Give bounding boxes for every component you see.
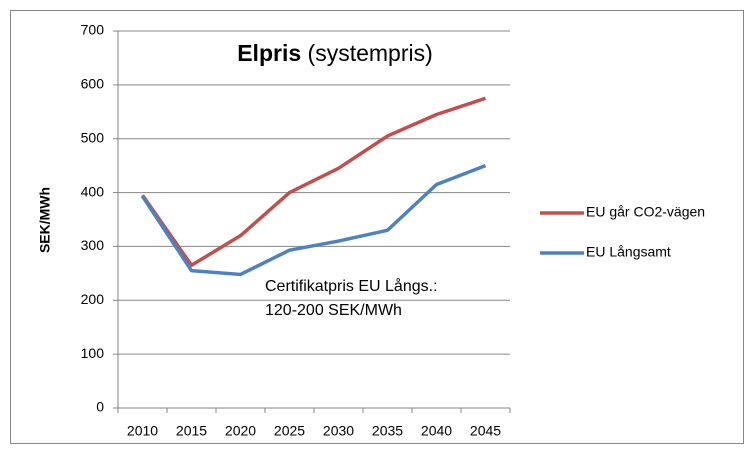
y-tick-label: 100: [81, 345, 105, 361]
x-tick-label: 2040: [421, 423, 452, 439]
series-line: [141, 96, 487, 268]
x-tick-label: 2020: [225, 423, 256, 439]
y-tick-label: 400: [81, 183, 105, 199]
title-rest: (systempris): [308, 40, 433, 66]
legend-label: EU Långsamt: [586, 244, 671, 260]
y-tick-label: 300: [81, 237, 105, 253]
chart-title: Elpris (systempris): [237, 40, 433, 66]
annotation: Certifikatpris EU Långs.:: [265, 277, 438, 295]
y-tick-label: 0: [96, 399, 104, 415]
y-tick-label: 600: [81, 76, 105, 92]
chart-border: [10, 10, 744, 444]
annotation: 120-200 SEK/MWh: [265, 302, 402, 319]
legend-label: EU går CO2-vägen: [586, 204, 705, 220]
x-tick-label: 2010: [127, 423, 158, 439]
y-tick-label: 700: [81, 22, 105, 38]
title-bold: Elpris: [237, 40, 301, 66]
x-tick-label: 2035: [372, 423, 403, 439]
x-tick-label: 2015: [176, 423, 207, 439]
x-tick-label: 2025: [274, 423, 305, 439]
y-tick-label: 500: [81, 129, 105, 145]
y-tick-label: 200: [81, 291, 105, 307]
x-tick-label: 2030: [323, 423, 354, 439]
series-line: [141, 164, 487, 277]
y-axis-title: SEK/MWh: [37, 187, 53, 253]
x-tick-label: 2045: [470, 423, 501, 439]
